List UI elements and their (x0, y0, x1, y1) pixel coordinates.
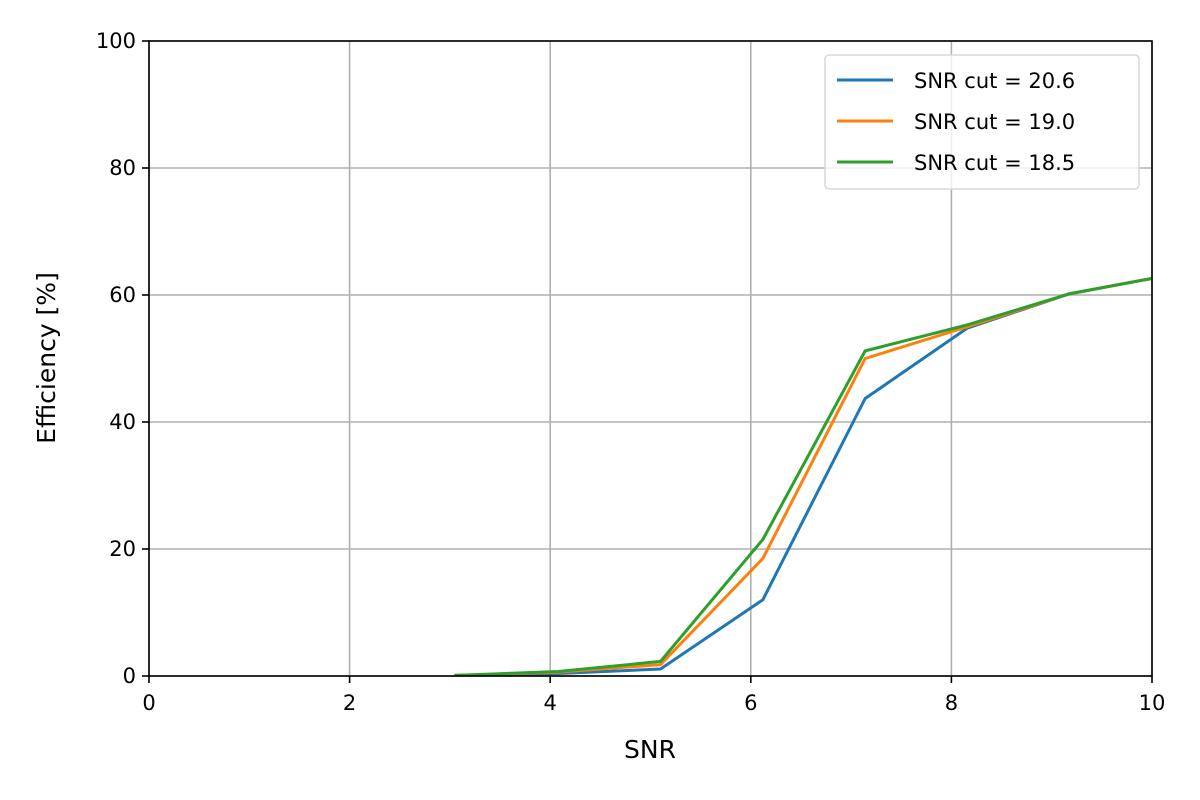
series-line-1 (454, 276, 1152, 676)
x-tick-label: 4 (544, 691, 557, 715)
x-tick-label: 6 (744, 691, 757, 715)
series-line-0 (454, 276, 1152, 676)
legend-entry-2: SNR cut = 18.5 (914, 151, 1075, 175)
y-tick-label: 0 (123, 664, 136, 688)
y-axis-label: Efficiency [%] (32, 272, 61, 444)
x-axis-label: SNR (624, 735, 676, 764)
legend-entry-1: SNR cut = 19.0 (914, 110, 1075, 134)
legend-entry-0: SNR cut = 20.6 (914, 69, 1075, 93)
plot-frame (148, 40, 1153, 677)
y-tick-label: 100 (96, 29, 136, 53)
series-line-2 (454, 276, 1152, 676)
legend-box (824, 54, 1140, 190)
y-tick-label: 60 (109, 283, 136, 307)
y-tick-label: 20 (109, 537, 136, 561)
series-lines (454, 276, 1152, 676)
legend: SNR cut = 20.6 SNR cut = 19.0 SNR cut = 18… (824, 54, 1140, 190)
y-tick-label: 40 (109, 410, 136, 434)
x-tick-label: 0 (142, 691, 155, 715)
x-tick-label: 8 (945, 691, 958, 715)
x-tick-label: 2 (343, 691, 356, 715)
x-tick-label: 10 (1139, 691, 1166, 715)
y-tick-label: 80 (109, 156, 136, 180)
